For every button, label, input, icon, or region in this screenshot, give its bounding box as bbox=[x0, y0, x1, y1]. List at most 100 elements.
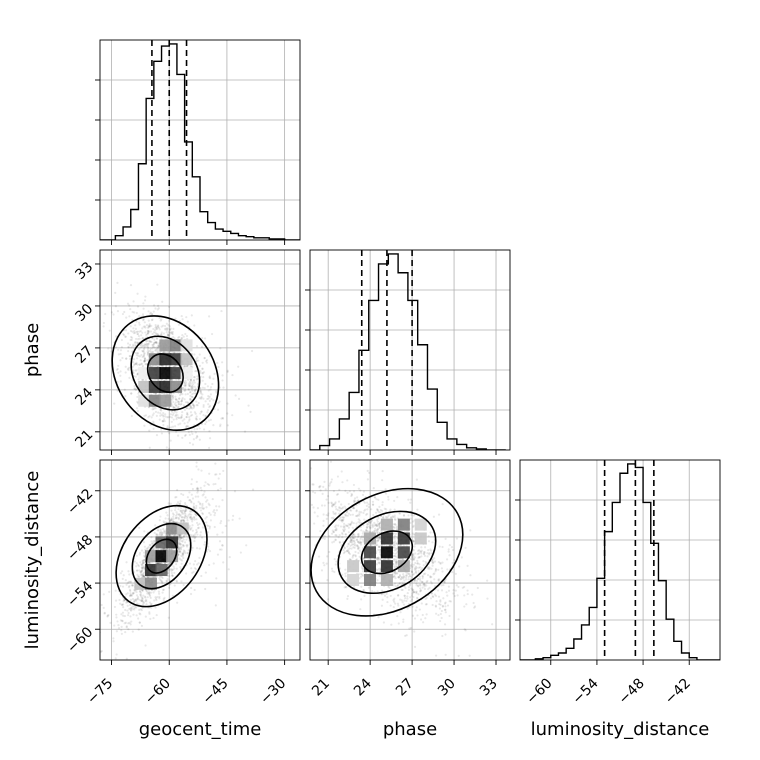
scatter-point bbox=[418, 575, 421, 578]
scatter-point bbox=[383, 594, 387, 597]
scatter-point bbox=[145, 363, 148, 366]
scatter-point bbox=[136, 596, 140, 599]
scatter-point bbox=[174, 317, 177, 320]
scatter-point bbox=[332, 512, 335, 515]
scatter-point bbox=[453, 594, 456, 598]
scatter-point bbox=[214, 482, 217, 486]
scatter-point bbox=[365, 526, 368, 529]
scatter-point bbox=[207, 446, 211, 449]
scatter-point bbox=[422, 621, 425, 624]
scatter-point bbox=[174, 509, 177, 512]
scatter-point bbox=[129, 580, 132, 583]
scatter-point bbox=[146, 547, 149, 550]
scatter-point bbox=[180, 580, 183, 583]
scatter-point bbox=[177, 402, 181, 406]
scatter-point bbox=[221, 544, 224, 547]
scatter-point bbox=[432, 595, 435, 599]
scatter-point bbox=[410, 598, 414, 601]
scatter-point bbox=[152, 378, 156, 381]
scatter-point bbox=[417, 566, 421, 569]
scatter-point bbox=[180, 398, 184, 401]
scatter-point bbox=[157, 529, 160, 532]
scatter-point bbox=[127, 570, 130, 573]
scatter-point bbox=[193, 508, 196, 511]
scatter-point bbox=[209, 377, 212, 380]
scatter-point bbox=[182, 544, 185, 547]
scatter-point bbox=[393, 554, 396, 558]
scatter-point bbox=[142, 325, 145, 328]
scatter-point bbox=[141, 331, 144, 334]
scatter-point bbox=[167, 563, 170, 566]
scatter-point bbox=[415, 590, 418, 593]
scatter-point bbox=[130, 336, 134, 339]
scatter-point bbox=[172, 406, 176, 409]
scatter-point bbox=[372, 525, 375, 528]
scatter-point bbox=[137, 337, 140, 341]
scatter-point bbox=[441, 604, 445, 607]
scatter-point bbox=[134, 341, 137, 345]
scatter-point bbox=[411, 589, 414, 592]
scatter-point bbox=[406, 597, 409, 600]
scatter-point bbox=[362, 567, 365, 571]
scatter-point bbox=[336, 493, 340, 496]
scatter-point bbox=[183, 381, 186, 385]
scatter-point bbox=[325, 513, 328, 517]
scatter-point bbox=[379, 536, 382, 539]
scatter-point bbox=[160, 562, 163, 565]
density-cell bbox=[380, 546, 393, 559]
scatter-point bbox=[332, 489, 336, 493]
scatter-point bbox=[181, 553, 184, 556]
scatter-point bbox=[165, 446, 168, 449]
scatter-point bbox=[154, 326, 157, 329]
scatter-point bbox=[183, 511, 186, 515]
scatter-point bbox=[179, 392, 183, 395]
scatter-point bbox=[393, 526, 396, 529]
scatter-point bbox=[394, 572, 397, 576]
scatter-point bbox=[193, 385, 196, 388]
scatter-point bbox=[361, 538, 364, 541]
scatter-point bbox=[228, 556, 231, 559]
scatter-point bbox=[377, 537, 381, 540]
scatter-point bbox=[186, 519, 189, 522]
scatter-point bbox=[350, 492, 353, 496]
scatter-point bbox=[178, 542, 181, 545]
scatter-point bbox=[218, 505, 221, 508]
scatter-point bbox=[413, 567, 417, 570]
scatter-point bbox=[326, 578, 329, 582]
scatter-point bbox=[167, 517, 170, 520]
scatter-point bbox=[441, 605, 444, 608]
scatter-point bbox=[153, 575, 156, 578]
scatter-point bbox=[162, 588, 165, 591]
scatter-point bbox=[213, 508, 216, 512]
scatter-point bbox=[351, 535, 354, 538]
scatter-point bbox=[343, 505, 346, 508]
scatter-point bbox=[396, 547, 399, 550]
scatter-point bbox=[206, 397, 209, 401]
scatter-point bbox=[415, 566, 418, 569]
scatter-point bbox=[129, 284, 133, 287]
scatter-point bbox=[332, 503, 335, 506]
scatter-point bbox=[169, 332, 172, 335]
scatter-point bbox=[200, 506, 204, 509]
scatter-point bbox=[156, 332, 159, 336]
scatter-point bbox=[156, 561, 160, 565]
scatter-point bbox=[165, 379, 169, 382]
scatter-point bbox=[431, 564, 434, 567]
scatter-point bbox=[419, 568, 423, 571]
scatter-point bbox=[147, 561, 150, 565]
scatter-point bbox=[174, 517, 178, 520]
scatter-point bbox=[249, 410, 252, 413]
scatter-point bbox=[180, 545, 183, 549]
scatter-point bbox=[146, 332, 150, 335]
scatter-point bbox=[348, 552, 351, 556]
scatter-point bbox=[134, 362, 138, 366]
scatter-point bbox=[185, 415, 188, 419]
scatter-point bbox=[163, 419, 166, 423]
scatter-point bbox=[359, 489, 362, 492]
scatter-point bbox=[452, 592, 455, 595]
scatter-point bbox=[211, 382, 214, 386]
scatter-point bbox=[454, 572, 457, 575]
scatter-point bbox=[323, 480, 326, 483]
scatter-point bbox=[167, 563, 170, 566]
scatter-panel-geocent_time-phase-bg bbox=[100, 250, 300, 450]
